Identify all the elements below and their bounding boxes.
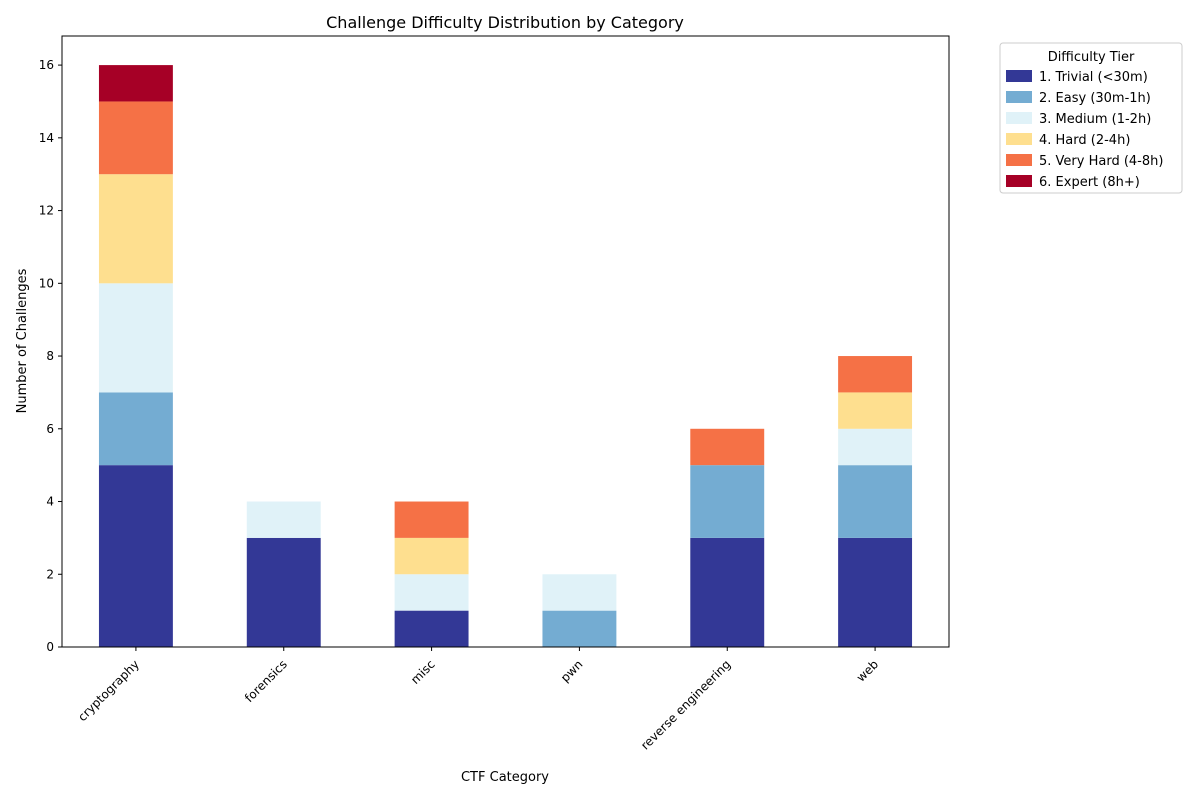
legend-label: 2. Easy (30m-1h) — [1039, 91, 1151, 106]
plot-area — [98, 65, 913, 647]
y-tick-label: 14 — [39, 131, 54, 145]
legend-label: 4. Hard (2-4h) — [1039, 133, 1130, 148]
bar-web-series-5 — [838, 356, 913, 393]
bar-misc-series-5 — [394, 501, 469, 538]
legend-label: 5. Very Hard (4-8h) — [1039, 154, 1163, 169]
y-tick-label: 8 — [46, 349, 54, 363]
legend-label: 1. Trivial (<30m) — [1039, 70, 1148, 85]
x-tick-label: misc — [408, 657, 438, 687]
y-tick-label: 2 — [46, 567, 54, 581]
bar-web-series-1 — [838, 537, 913, 647]
bar-web-series-4 — [838, 392, 913, 429]
x-axis: cryptography forensics misc pwn reverse engi… — [75, 647, 881, 752]
bar-cryptography-series-3 — [98, 283, 173, 393]
x-axis-label: CTF Category — [461, 770, 549, 785]
legend-swatch — [1006, 154, 1032, 166]
bar-pwn-series-2 — [542, 610, 617, 647]
bar-forensics-series-3 — [246, 501, 321, 538]
y-tick-label: 16 — [39, 58, 54, 72]
x-tick-label: pwn — [558, 657, 586, 685]
y-axis: 0 2 4 6 8 10 12 14 16 — [39, 58, 62, 654]
legend-label: 3. Medium (1-2h) — [1039, 112, 1151, 127]
legend-items: 1. Trivial (<30m) 2. Easy (30m-1h) 3. Medi… — [1006, 70, 1163, 190]
y-axis-label: Number of Challenges — [15, 268, 30, 413]
legend-frame — [999, 42, 1183, 194]
legend-swatch — [1006, 112, 1032, 124]
bar-misc-series-1 — [394, 610, 469, 647]
x-tick-label: reverse engineering — [638, 657, 733, 752]
bar-reverse-engineering-series-5 — [690, 428, 765, 466]
plot-frame — [61, 35, 950, 648]
bar-reverse-engineering-series-1 — [690, 537, 765, 647]
x-tick-label: cryptography — [75, 657, 142, 724]
legend: Difficulty Tier 1. Trivial (<30m) 2. Easy… — [999, 42, 1183, 194]
bar-pwn-series-3 — [542, 574, 617, 611]
legend-title: Difficulty Tier — [1048, 50, 1135, 65]
bar-misc-series-3 — [394, 574, 469, 611]
y-tick-label: 6 — [46, 422, 54, 436]
bar-cryptography-series-1 — [98, 465, 173, 647]
bar-cryptography-series-2 — [98, 392, 173, 466]
y-tick-label: 0 — [46, 640, 54, 654]
bar-cryptography-series-4 — [98, 174, 173, 284]
bar-web-series-3 — [838, 428, 913, 466]
legend-label: 6. Expert (8h+) — [1039, 175, 1140, 190]
y-tick-label: 12 — [39, 204, 54, 218]
x-tick-label: forensics — [242, 657, 290, 705]
legend-swatch — [1006, 175, 1032, 187]
legend-swatch — [1006, 91, 1032, 103]
legend-swatch — [1006, 70, 1032, 82]
bar-forensics-series-1 — [246, 537, 321, 647]
x-tick-label: web — [854, 657, 881, 684]
bar-cryptography-series-5 — [98, 101, 173, 175]
bar-misc-series-4 — [394, 537, 469, 575]
y-tick-label: 4 — [46, 495, 54, 509]
chart-title: Challenge Difficulty Distribution by Cat… — [326, 13, 684, 32]
bar-reverse-engineering-series-2 — [690, 465, 765, 538]
legend-swatch — [1006, 133, 1032, 145]
bar-web-series-2 — [838, 465, 913, 538]
y-tick-label: 10 — [39, 276, 54, 290]
bar-cryptography-series-6 — [98, 65, 173, 102]
